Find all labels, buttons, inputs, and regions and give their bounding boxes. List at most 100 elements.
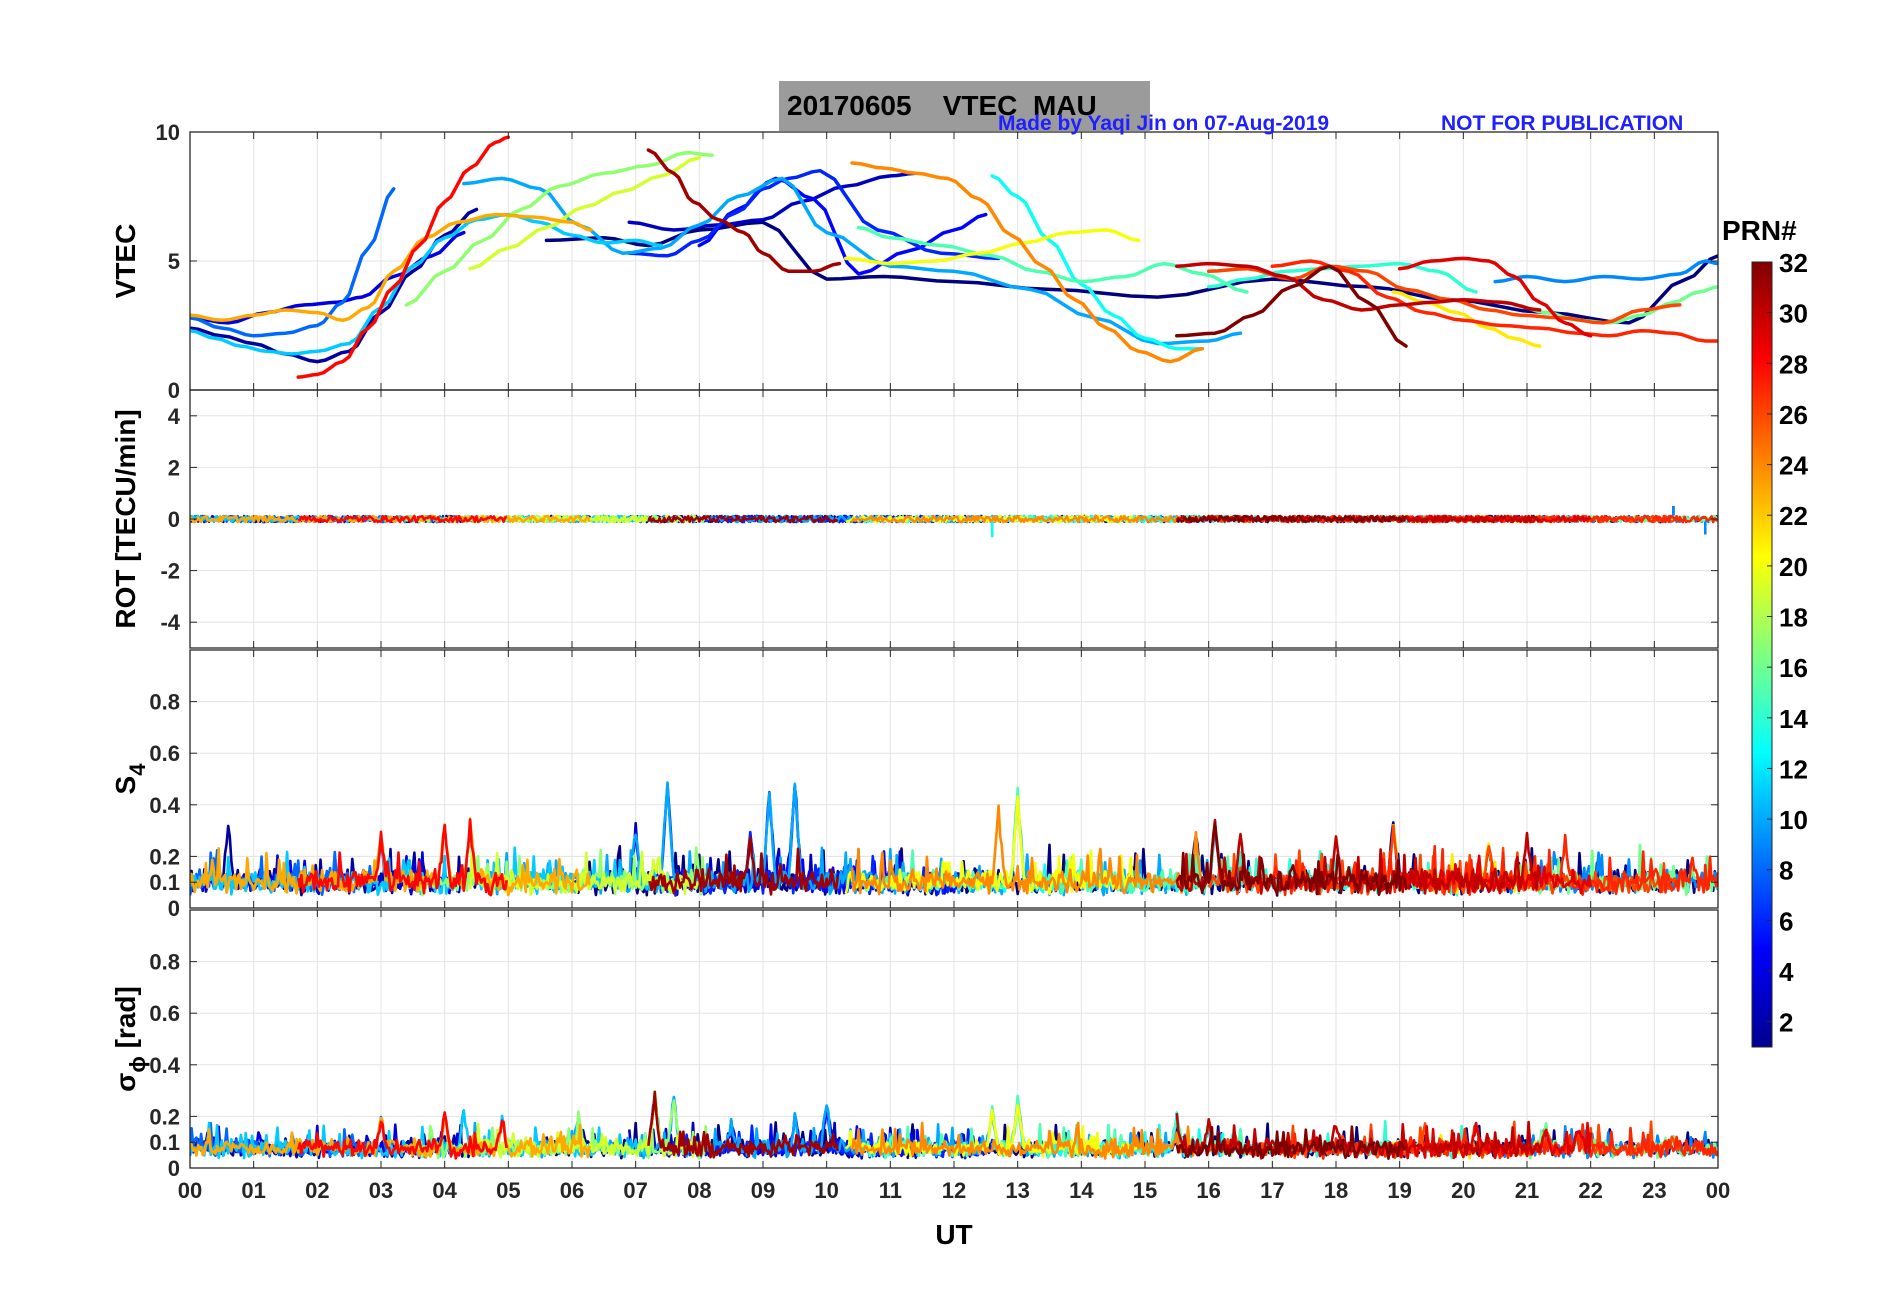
colorbar-tick-label: 26 — [1779, 400, 1808, 430]
vtec-trace-prn-11 — [190, 212, 663, 356]
vtec-trace-prn-27 — [1270, 259, 1718, 343]
x-tick-label: 22 — [1578, 1178, 1602, 1203]
x-axis: 00 01 02 03 04 05 06 07 08 09 10 11 12 13 14 15 16 17 18 19… — [178, 1178, 1730, 1250]
x-tick-label: 18 — [1324, 1178, 1348, 1203]
data-layer — [190, 135, 1718, 379]
s4-trace-prn-31 — [648, 836, 840, 896]
rot-trace-prn-28 — [297, 514, 508, 524]
x-tick-label: 11 — [879, 1178, 902, 1203]
vtec-trace-prn-17 — [404, 150, 714, 307]
y-tick-label: 0 — [168, 378, 180, 403]
credit-text: Made by Yaqi Jin on 07-Aug-2019 — [998, 112, 1330, 135]
y-tick-label: -4 — [160, 610, 180, 635]
vtec-trace-prn-29 — [1397, 256, 1593, 338]
x-tick-label: 02 — [305, 1178, 329, 1203]
vtec-trace-prn-2 — [190, 207, 479, 364]
title-station: MAU — [1032, 90, 1097, 121]
y-tick-label: 0.8 — [149, 690, 180, 715]
y-tick-label: 0.6 — [149, 1001, 180, 1026]
colorbar-tick-label: 30 — [1779, 299, 1808, 329]
y-axis-label-subscript: 4 — [125, 763, 150, 776]
sigma_phi-trace-prn-23 — [190, 1116, 591, 1159]
y-tick-label: 4 — [168, 404, 181, 429]
colorbar-tick-label: 22 — [1779, 501, 1808, 531]
y-tick-label: -2 — [160, 559, 180, 584]
colorbar-bar — [1751, 261, 1773, 1048]
x-tick-label: 20 — [1451, 1178, 1475, 1203]
y-axis-label: VTEC — [110, 224, 141, 299]
vtec-trace-prn-28 — [296, 135, 511, 379]
y-tick-label: 10 — [156, 120, 180, 145]
colorbar-tick-label: 20 — [1779, 552, 1808, 582]
y-axis-label: S4 — [110, 763, 150, 795]
vtec-trace-prn-24 — [850, 161, 1205, 364]
y-tick-label: 0.1 — [149, 870, 180, 895]
sigma_phi-trace-prn-32 — [1175, 1125, 1408, 1160]
s4-trace-prn-28 — [296, 818, 508, 897]
vtec-trace-prn-19 — [468, 156, 702, 271]
x-tick-label: 10 — [814, 1178, 838, 1203]
sigma_phi-trace-prn-29 — [1398, 1121, 1592, 1160]
x-tick-label: 21 — [1515, 1178, 1539, 1203]
x-tick-label: 19 — [1387, 1178, 1411, 1203]
y-axis-label-unit: [rad] — [110, 986, 141, 1056]
data-layer — [190, 781, 1718, 897]
colorbar-tick-label: 14 — [1779, 704, 1808, 734]
y-axis-label-subscript: ϕ — [125, 1056, 150, 1073]
colorbar-tick-label: 28 — [1779, 349, 1808, 379]
colorbar-tick-label: 24 — [1779, 451, 1808, 481]
s4-trace-prn-24 — [850, 804, 1202, 896]
panel-s4: 00.10.2 0.4 0.6 0.8 S4 — [110, 649, 1719, 921]
y-tick-label: 0 — [168, 507, 180, 532]
x-tick-label: 00 — [178, 1178, 202, 1203]
x-tick-label: 12 — [942, 1178, 966, 1203]
vtec-trace-prn-20 — [844, 228, 1141, 266]
sigma_phi-trace-prn-28 — [296, 1111, 508, 1160]
vtec-trace-prn-8 — [190, 187, 396, 338]
y-tick-label: 2 — [168, 455, 180, 480]
y-tick-label: 0.2 — [149, 844, 180, 869]
y-tick-label: 0.8 — [149, 950, 180, 975]
x-tick-label: 09 — [751, 1178, 775, 1203]
colorbar-tick-label: 8 — [1779, 856, 1793, 886]
x-axis-label: UT — [935, 1219, 972, 1250]
colorbar-tick-label: 12 — [1779, 754, 1808, 784]
vtec-trace-prn-13 — [990, 174, 1205, 351]
notice-text: NOT FOR PUBLICATION — [1441, 112, 1684, 135]
x-tick-label: 15 — [1133, 1178, 1157, 1203]
vtec-trace-prn-15 — [856, 225, 1249, 294]
colorbar-label: PRN# — [1722, 215, 1797, 246]
y-tick-label: 5 — [168, 249, 180, 274]
colorbar-tick-label: 32 — [1779, 248, 1808, 278]
x-tick-label: 13 — [1005, 1178, 1029, 1203]
colorbar-tick-label: 2 — [1779, 1008, 1793, 1038]
x-tick-label: 08 — [687, 1178, 711, 1203]
y-tick-label: 0.4 — [149, 1053, 180, 1078]
sigma_phi-trace-prn-24 — [850, 1121, 1202, 1160]
y-tick-label: 0.1 — [149, 1130, 180, 1155]
colorbar-tick-label: 16 — [1779, 653, 1808, 683]
rot-trace-prn-31 — [647, 514, 839, 524]
rot-trace-prn-32 — [1175, 514, 1407, 524]
sigma_phi-trace-prn-31 — [647, 1090, 840, 1159]
vtec-trace-prn-30 — [1175, 261, 1542, 312]
x-tick-label: 16 — [1196, 1178, 1220, 1203]
y-tick-label: 0 — [168, 896, 180, 921]
vtec-trace-prn-31 — [646, 148, 842, 274]
vtec-trace-prn-9 — [1493, 259, 1718, 284]
colorbar-tick-label: 4 — [1779, 957, 1794, 987]
panel-vtec: 0 5 10 VTEC — [110, 120, 1719, 403]
rot-trace-prn-24 — [850, 514, 1202, 524]
y-tick-label: 0.6 — [149, 741, 180, 766]
y-tick-label: 0.2 — [149, 1104, 180, 1129]
vtec-trace-prn-23 — [190, 212, 593, 323]
vtec-trace-prn-3 — [627, 171, 918, 232]
y-tick-label: 0.4 — [149, 793, 180, 818]
colorbar-tick-label: 18 — [1779, 603, 1808, 633]
x-tick-label: 17 — [1260, 1178, 1284, 1203]
y-axis-label: σϕ [rad] — [110, 986, 150, 1092]
x-tick-label: 01 — [241, 1178, 265, 1203]
